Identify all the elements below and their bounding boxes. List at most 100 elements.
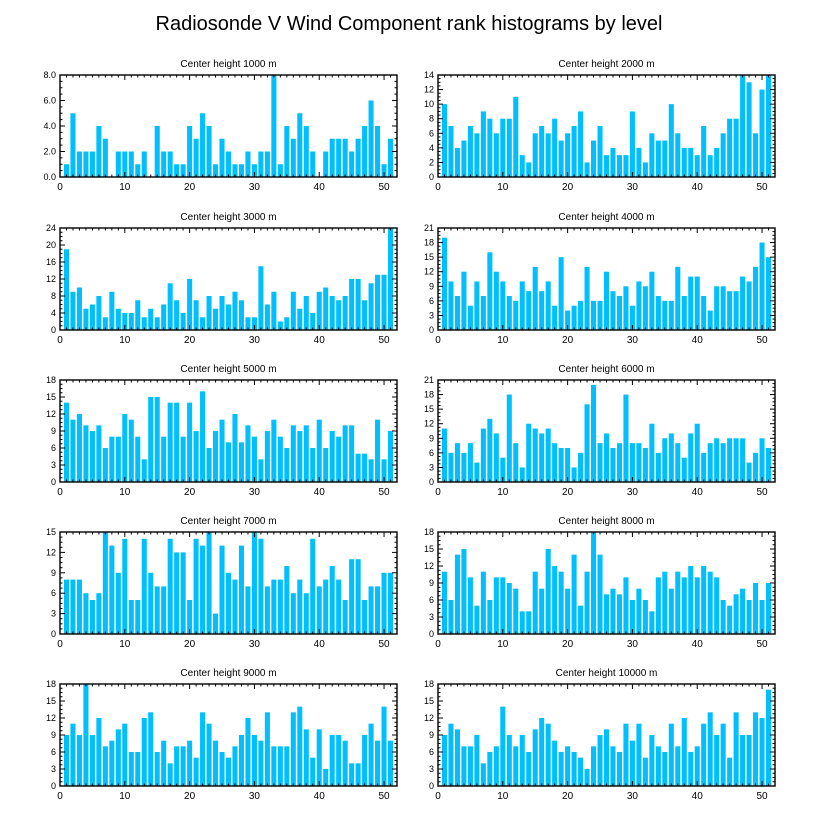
bar: [303, 729, 309, 786]
bar: [174, 300, 180, 330]
bar: [232, 579, 238, 634]
y-tick-label: 18: [424, 238, 434, 248]
x-tick-label: 0: [435, 639, 441, 650]
bar: [513, 746, 519, 786]
bar: [349, 279, 355, 330]
y-tick-label: 12: [46, 274, 56, 284]
bar: [245, 718, 251, 786]
bar: [655, 452, 661, 482]
bar: [277, 321, 283, 330]
bar: [532, 729, 538, 786]
bar: [506, 583, 512, 634]
bar: [591, 532, 597, 634]
bar: [297, 308, 303, 330]
bar: [610, 291, 616, 330]
bar: [323, 448, 329, 482]
bar: [213, 308, 219, 330]
bar: [616, 155, 622, 177]
bar: [206, 126, 212, 177]
bar: [342, 296, 348, 330]
x-tick-label: 10: [119, 335, 131, 346]
bar: [545, 133, 551, 177]
bar: [629, 600, 635, 634]
bar: [675, 571, 681, 634]
bar: [506, 735, 512, 786]
bar: [89, 151, 95, 177]
bar: [219, 138, 225, 177]
bar: [251, 317, 257, 330]
bar: [180, 313, 186, 330]
bar: [70, 419, 76, 482]
bar: [649, 133, 655, 177]
bar: [461, 140, 467, 177]
bar: [681, 577, 687, 634]
bar: [493, 577, 499, 634]
bar: [701, 723, 707, 786]
bar: [552, 740, 558, 786]
y-tick-label: 6: [429, 296, 434, 306]
bar: [532, 428, 538, 482]
bar: [102, 746, 108, 786]
bar: [115, 436, 121, 482]
bar: [558, 752, 564, 786]
x-tick-label: 50: [756, 335, 768, 346]
y-tick-label: 4: [429, 143, 434, 153]
x-tick-label: 50: [378, 487, 390, 498]
bar: [642, 162, 648, 177]
y-tick-label: 16: [46, 257, 56, 267]
panel-title: Center height 8000 m: [558, 516, 654, 527]
bar: [128, 313, 134, 330]
bar: [323, 151, 329, 177]
bar: [753, 583, 759, 634]
bar: [623, 286, 629, 330]
panel-5: Center height 5000 m 0 10 20 30 40 50 0 3 6 9 12 15 1…: [46, 364, 398, 498]
bar: [448, 281, 454, 330]
bar: [526, 423, 532, 482]
bar: [219, 752, 225, 786]
bar: [571, 305, 577, 330]
y-tick-label: 6: [51, 747, 56, 757]
panel-title: Center height 5000 m: [180, 364, 276, 375]
bar: [128, 600, 134, 634]
bar: [493, 433, 499, 482]
bar: [154, 397, 160, 482]
bar: [258, 538, 264, 634]
x-tick-label: 20: [184, 791, 196, 802]
bar: [258, 151, 264, 177]
bar: [720, 443, 726, 482]
bar: [526, 291, 532, 330]
bar: [694, 276, 700, 330]
bar: [368, 586, 374, 634]
bar: [506, 394, 512, 482]
y-tick-label: 6: [429, 747, 434, 757]
bar: [629, 111, 635, 177]
panel-7: Center height 7000 m 0 10 20 30 40 50 0 3 6 9 12 15: [46, 516, 398, 650]
bar: [284, 566, 290, 634]
bar: [225, 757, 232, 786]
y-tick-label: 12: [46, 547, 56, 557]
bar: [474, 605, 480, 634]
bar: [238, 545, 244, 634]
bar: [441, 428, 448, 482]
bar: [225, 442, 232, 482]
bar: [500, 706, 506, 786]
bar: [219, 296, 225, 330]
bar: [733, 438, 739, 482]
bar: [578, 300, 584, 330]
bar: [135, 436, 141, 482]
y-tick-label: 0: [51, 325, 56, 335]
bar: [303, 126, 309, 177]
bar: [591, 140, 597, 177]
bar: [506, 296, 512, 330]
bar: [381, 706, 387, 786]
bar: [297, 706, 303, 786]
bar: [474, 281, 480, 330]
bar: [649, 735, 655, 786]
x-tick-label: 10: [497, 791, 509, 802]
x-tick-label: 10: [497, 335, 509, 346]
y-tick-label: 9: [429, 281, 434, 291]
bar: [375, 126, 381, 177]
bar: [480, 111, 486, 177]
x-tick-label: 40: [314, 639, 326, 650]
bar: [707, 155, 713, 177]
